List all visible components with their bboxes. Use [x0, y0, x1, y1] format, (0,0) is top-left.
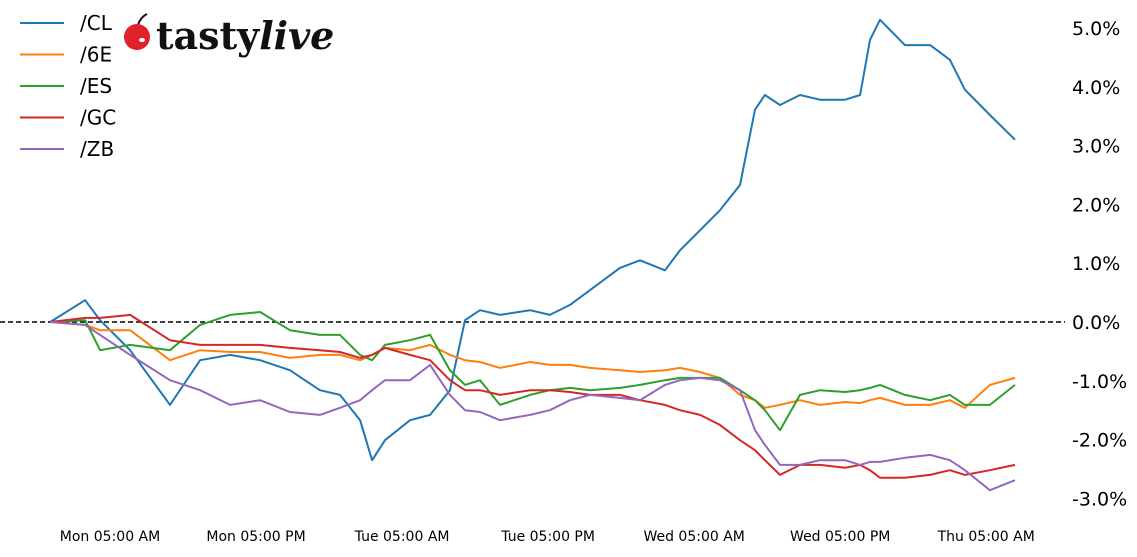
y-axis-ticks: 5.0% 4.0% 3.0% 2.0% 1.0% 0.0% -1.0% -2.0% -3.0%: [1072, 18, 1127, 510]
tastylive-logo: tastylive: [124, 13, 334, 58]
series-line-zb: [50, 321, 1016, 492]
y-tick-label: 0.0%: [1072, 312, 1120, 334]
legend-label: /ZB: [80, 137, 114, 161]
x-tick-label: Tue 05:00 PM: [500, 529, 595, 545]
x-tick-label: Tue 05:00 AM: [354, 529, 450, 545]
legend: /CL/6E/ES/GC/ZB: [20, 11, 116, 161]
cherry-icon: [124, 13, 150, 50]
series-line-6e: [50, 321, 1016, 409]
y-tick-label: 4.0%: [1072, 77, 1120, 99]
legend-label: /GC: [80, 106, 116, 130]
y-tick-label: 3.0%: [1072, 136, 1120, 158]
x-tick-label: Thu 05:00 AM: [937, 529, 1035, 545]
legend-label: /CL: [80, 11, 113, 35]
legend-label: /6E: [80, 43, 112, 67]
y-tick-label: -3.0%: [1072, 488, 1127, 510]
series-layer: [49, 18, 1016, 492]
x-axis-ticks: Mon 05:00 AM Mon 05:00 PM Tue 05:00 AM Tue …: [60, 529, 1035, 545]
series-line-es: [50, 311, 1016, 432]
y-tick-label: 1.0%: [1072, 253, 1120, 275]
x-tick-label: Mon 05:00 PM: [206, 529, 305, 545]
logo-text: tastylive: [156, 13, 334, 58]
y-tick-label: -2.0%: [1072, 430, 1127, 452]
y-tick-label: 5.0%: [1072, 18, 1120, 40]
y-tick-label: 2.0%: [1072, 194, 1120, 216]
x-tick-label: Mon 05:00 AM: [60, 529, 160, 545]
legend-label: /ES: [80, 74, 112, 98]
series-line-gc: [50, 313, 1016, 479]
x-tick-label: Wed 05:00 PM: [790, 529, 890, 545]
x-tick-label: Wed 05:00 AM: [643, 529, 744, 545]
series-line-cl: [49, 18, 1016, 462]
y-tick-label: -1.0%: [1072, 371, 1127, 393]
